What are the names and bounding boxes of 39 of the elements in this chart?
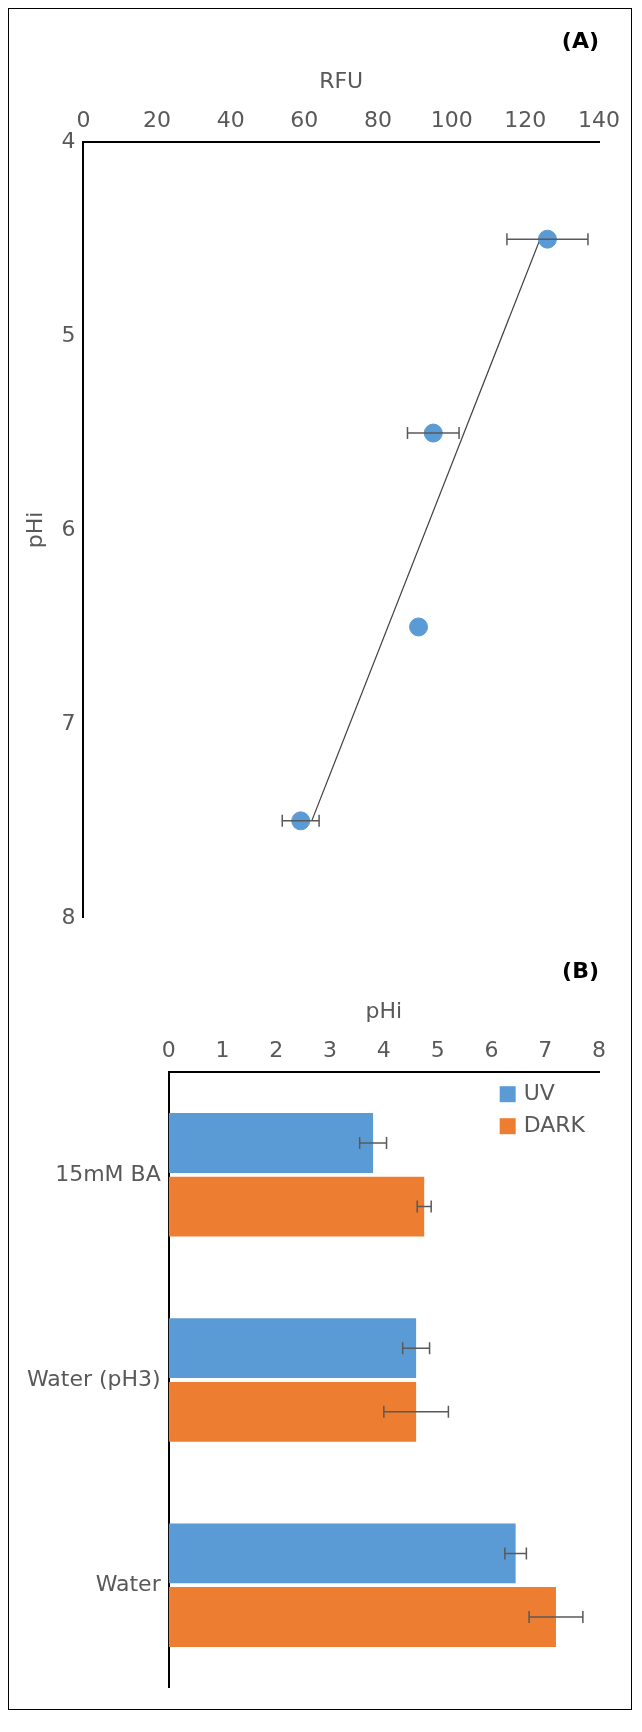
x-tick-label: 3 (323, 1036, 338, 1062)
x-tick-label: 6 (484, 1036, 499, 1062)
x-tick-label: 0 (161, 1036, 176, 1062)
x-tick-label: 7 (538, 1036, 553, 1062)
y-tick-label: Water (95, 1570, 162, 1596)
x-tick-label: 4 (376, 1036, 391, 1062)
x-tick-label: 1 (215, 1036, 230, 1062)
x-tick-label: 20 (143, 106, 172, 132)
x-tick-label: 8 (592, 1036, 606, 1062)
x-tick-label: 60 (290, 106, 319, 132)
legend-label: UV (523, 1079, 555, 1105)
y-tick-label: 6 (61, 515, 76, 541)
bar (168, 1318, 417, 1379)
y-tick-label: 8 (61, 903, 76, 929)
y-tick-label: 7 (61, 709, 76, 735)
x-tick-label: 40 (216, 106, 245, 132)
x-tick-label: 120 (504, 106, 547, 132)
y-tick-label: 4 (61, 127, 76, 153)
x-tick-label: 2 (269, 1036, 284, 1062)
x-axis-title: RFU (319, 68, 364, 94)
bar (168, 1587, 556, 1647)
x-tick-label: 80 (364, 106, 393, 132)
x-tick-label: 0 (76, 106, 91, 132)
x-tick-label: 100 (430, 106, 473, 132)
legend-label: DARK (523, 1111, 586, 1137)
y-tick-label: 15mM BA (55, 1160, 161, 1186)
y-tick-label: Water (pH3) (26, 1365, 161, 1391)
point (409, 617, 429, 637)
x-axis-title: pHi (365, 998, 403, 1024)
x-tick-label: 140 (578, 106, 620, 132)
bar (168, 1113, 374, 1173)
bar (168, 1381, 417, 1442)
chart-title: (A) (561, 27, 599, 53)
bar (168, 1523, 516, 1584)
y-axis-title: pHi (21, 511, 47, 549)
y-tick-label: 5 (61, 321, 76, 347)
bar (168, 1176, 425, 1237)
chart-title: (B) (562, 957, 599, 983)
x-tick-label: 5 (430, 1036, 445, 1062)
